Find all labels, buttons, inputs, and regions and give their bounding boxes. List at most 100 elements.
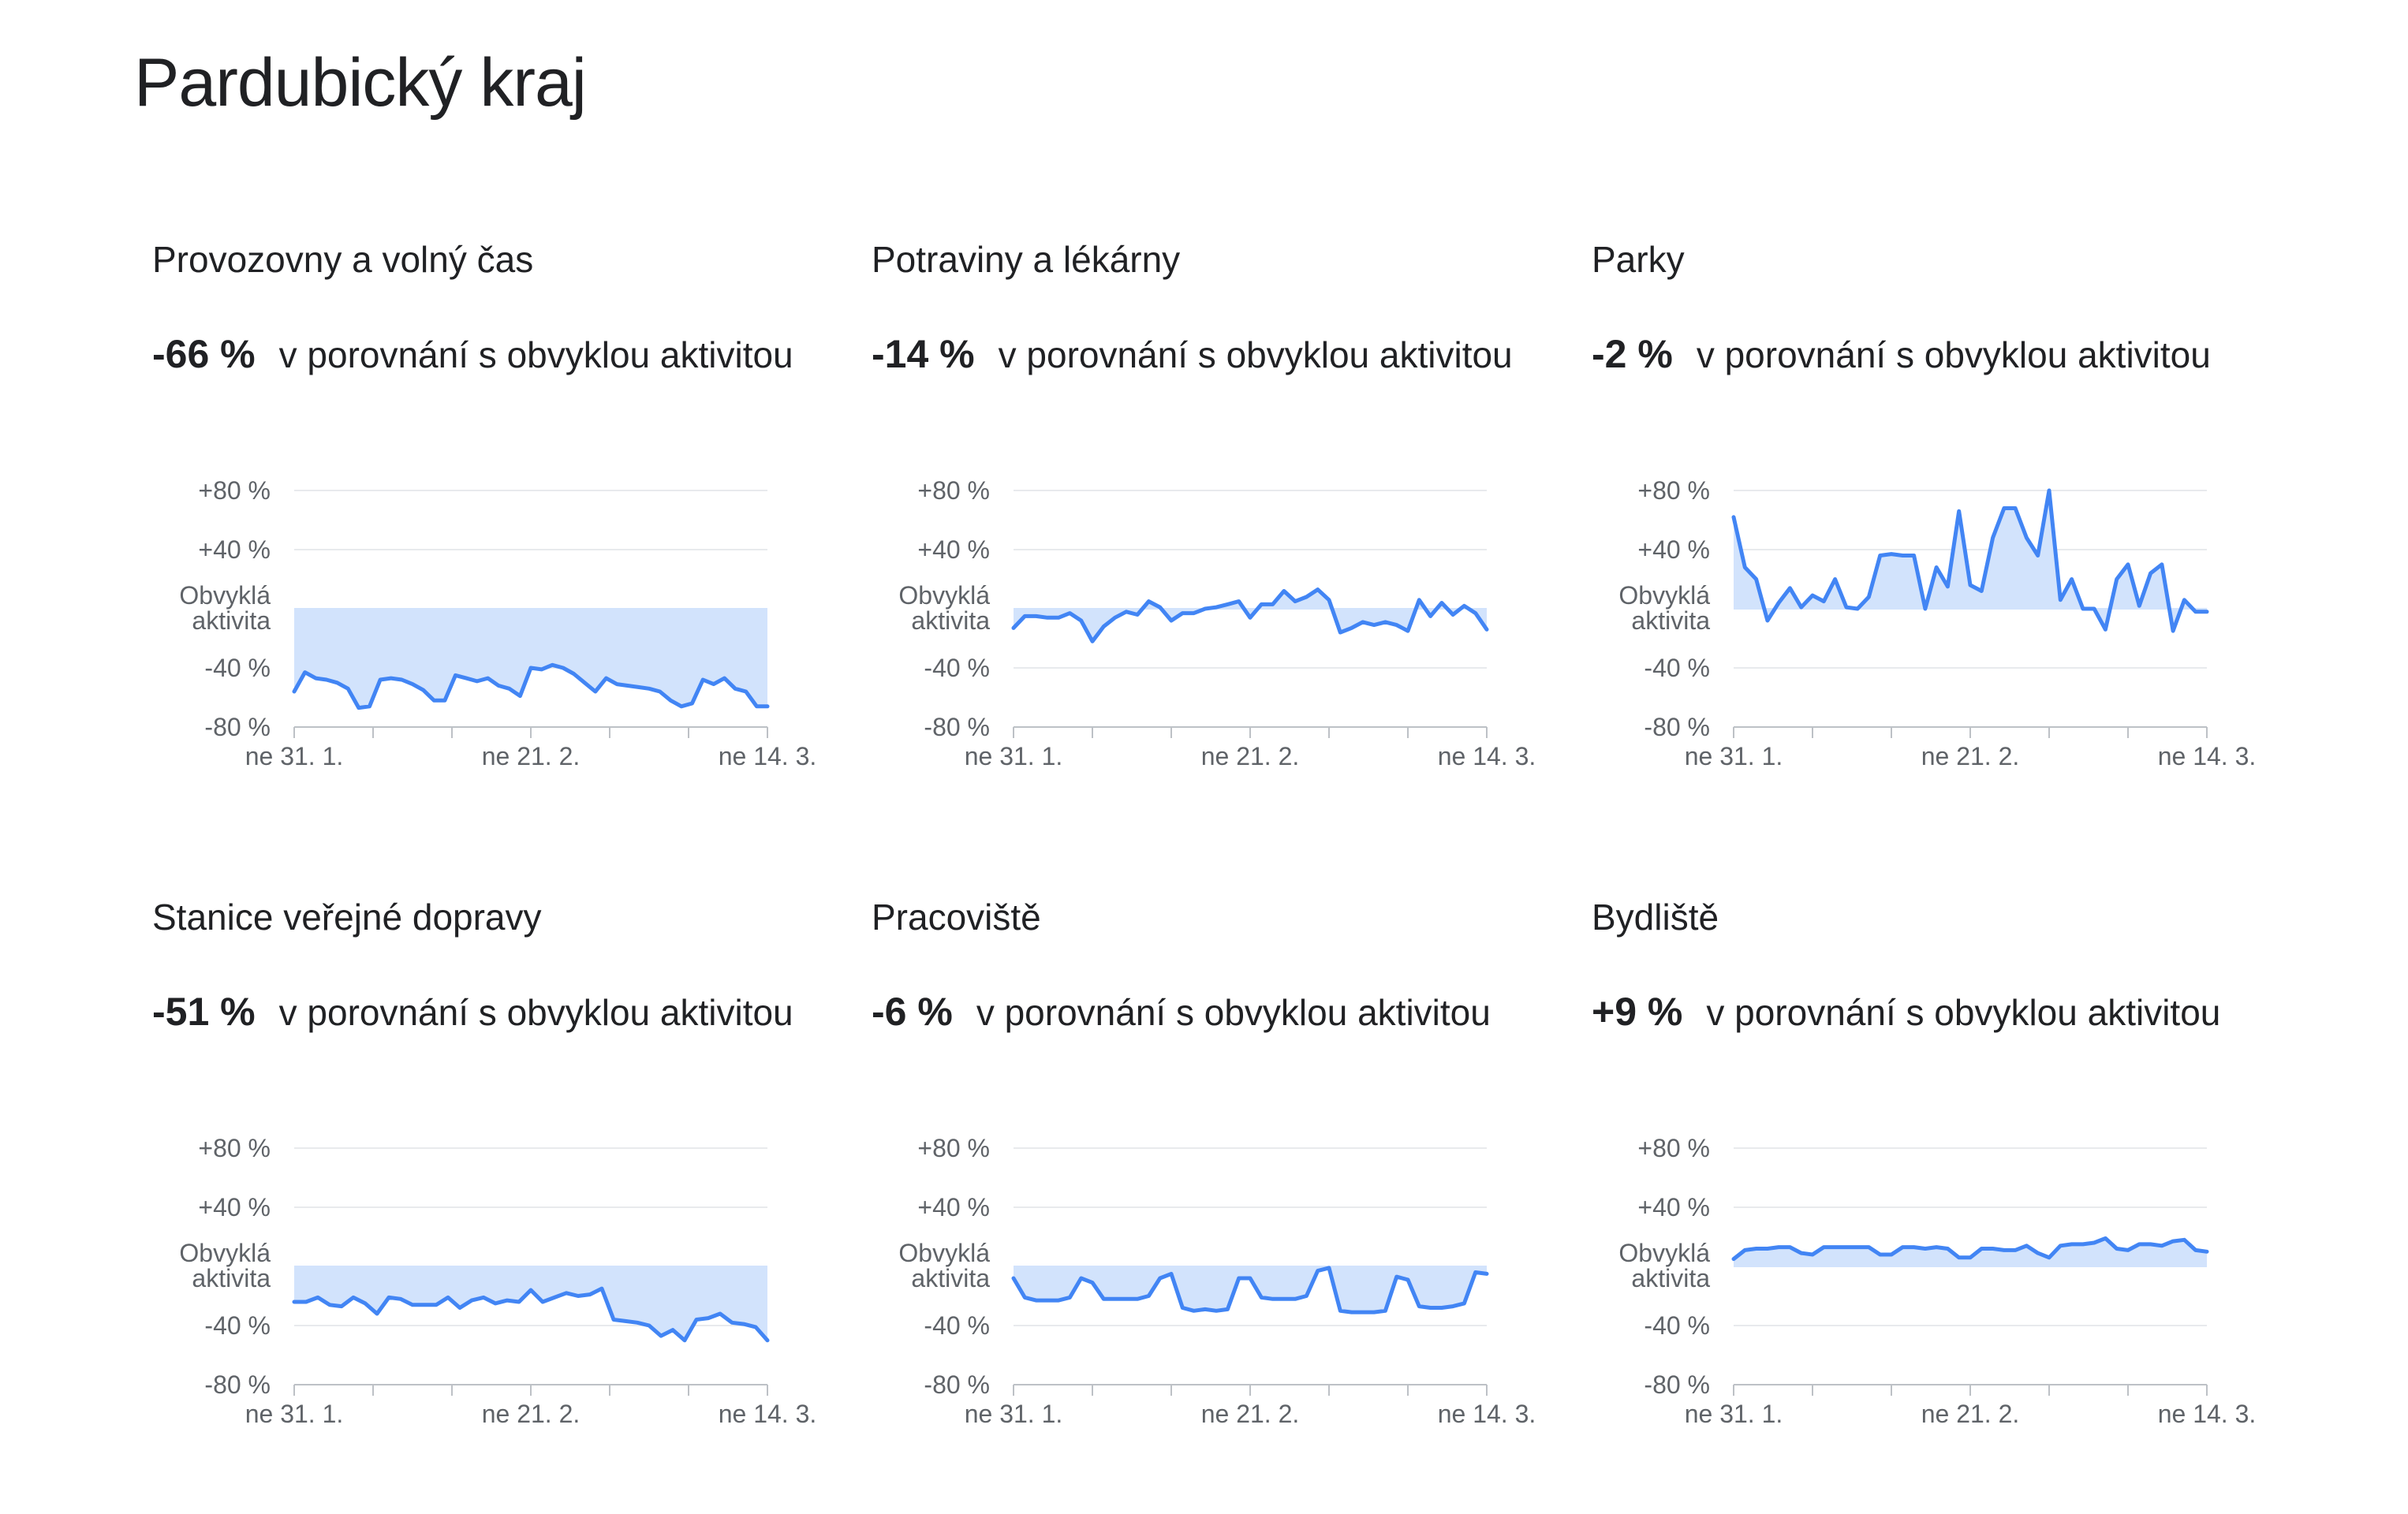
x-tick-label: ne 14. 3. (2158, 742, 2257, 770)
percent-change: -66 % (152, 332, 256, 376)
series-line (1731, 488, 2209, 633)
y-tick-label: Obvyklá (179, 1239, 271, 1267)
x-tick-label: ne 31. 1. (965, 1400, 1063, 1428)
x-tick-label: ne 21. 2. (1921, 1400, 2020, 1428)
y-tick-label: +40 % (198, 1193, 271, 1221)
percent-change: -51 % (152, 990, 256, 1034)
y-tick-label: -80 % (924, 713, 990, 741)
percent-change: -2 % (1592, 332, 1673, 376)
comparison-text: v porovnání s obvyklou aktivitou (278, 334, 793, 375)
comparison-text: v porovnání s obvyklou aktivitou (278, 992, 793, 1033)
y-tick-label: +40 % (1637, 535, 1710, 564)
x-tick-label: ne 31. 1. (1685, 1400, 1783, 1428)
stat-line: +9 % v porovnání s obvyklou aktivitou (1592, 989, 2220, 1035)
stat-line: -66 % v porovnání s obvyklou aktivitou (152, 331, 793, 377)
percent-change: -6 % (872, 990, 953, 1034)
y-tick-label: -80 % (1644, 1370, 1710, 1399)
y-tick-label: +40 % (917, 535, 990, 564)
x-tick-label: ne 14. 3. (1438, 742, 1536, 770)
y-tick-label: +80 % (917, 476, 990, 505)
panel-workplaces: Pracoviště -6 % v porovnání s obvyklou ak… (872, 896, 1581, 1495)
percent-change: -14 % (872, 332, 975, 376)
comparison-text: v porovnání s obvyklou aktivitou (998, 334, 1513, 375)
panel-grocery-pharmacy: Potraviny a lékárny -14 % v porovnání s o… (872, 238, 1581, 837)
stat-line: -2 % v porovnání s obvyklou aktivitou (1592, 331, 2211, 377)
category-title: Provozovny a volný čas (152, 239, 534, 280)
category-title: Parky (1592, 239, 1685, 280)
category-title: Pracoviště (872, 897, 1041, 938)
comparison-text: v porovnání s obvyklou aktivitou (1696, 334, 2211, 375)
x-tick-label: ne 21. 2. (1921, 742, 2020, 770)
x-tick-label: ne 21. 2. (482, 742, 581, 770)
series-line (292, 662, 770, 710)
comparison-text: v porovnání s obvyklou aktivitou (976, 992, 1491, 1033)
panel-retail-recreation: Provozovny a volný čas -66 % v porovnání … (152, 238, 862, 837)
x-tick-label: ne 14. 3. (719, 1400, 817, 1428)
y-tick-label: Obvyklá (1618, 1239, 1710, 1267)
y-tick-label: +80 % (917, 1134, 990, 1162)
category-title: Stanice veřejné dopravy (152, 897, 542, 938)
y-tick-label: +40 % (1637, 1193, 1710, 1221)
y-tick-label: aktivita (911, 1264, 990, 1292)
stat-line: -6 % v porovnání s obvyklou aktivitou (872, 989, 1491, 1035)
x-tick-label: ne 21. 2. (1201, 1400, 1300, 1428)
y-tick-label: -40 % (1644, 654, 1710, 682)
x-tick-label: ne 14. 3. (2158, 1400, 2257, 1428)
y-tick-label: Obvyklá (898, 581, 990, 610)
y-tick-label: aktivita (192, 606, 271, 635)
stat-line: -51 % v porovnání s obvyklou aktivitou (152, 989, 793, 1035)
y-tick-label: -40 % (204, 1311, 271, 1340)
x-tick-label: ne 14. 3. (1438, 1400, 1536, 1428)
y-tick-label: +40 % (198, 535, 271, 564)
x-tick-label: ne 31. 1. (965, 742, 1063, 770)
series-line (292, 1286, 770, 1343)
comparison-text: v porovnání s obvyklou aktivitou (1706, 992, 2221, 1033)
baseline-area (1734, 490, 2207, 632)
y-tick-label: aktivita (911, 606, 990, 635)
y-tick-label: -40 % (924, 654, 990, 682)
percent-change: +9 % (1592, 990, 1683, 1034)
y-tick-label: aktivita (1631, 1264, 1710, 1292)
x-tick-label: ne 21. 2. (1201, 742, 1300, 770)
x-tick-label: ne 31. 1. (1685, 742, 1783, 770)
panel-parks: Parky -2 % v porovnání s obvyklou aktivit… (1592, 238, 2302, 837)
baseline-area (294, 1266, 767, 1341)
y-tick-label: -40 % (924, 1311, 990, 1340)
panel-residential: Bydliště +9 % v porovnání s obvyklou akti… (1592, 896, 2302, 1495)
category-title: Potraviny a lékárny (872, 239, 1181, 280)
x-tick-label: ne 21. 2. (482, 1400, 581, 1428)
y-tick-label: aktivita (1631, 606, 1710, 635)
y-tick-label: -80 % (204, 1370, 271, 1399)
x-tick-label: ne 31. 1. (245, 742, 344, 770)
y-tick-label: Obvyklá (179, 581, 271, 610)
x-tick-label: ne 14. 3. (719, 742, 817, 770)
y-tick-label: -40 % (1644, 1311, 1710, 1340)
y-tick-label: Obvyklá (1618, 581, 1710, 610)
y-tick-label: aktivita (192, 1264, 271, 1292)
category-title: Bydliště (1592, 897, 1719, 938)
y-tick-label: -80 % (924, 1370, 990, 1399)
y-tick-label: +80 % (1637, 1134, 1710, 1162)
y-tick-label: Obvyklá (898, 1239, 990, 1267)
series-line (1011, 1266, 1489, 1314)
y-tick-label: +80 % (1637, 476, 1710, 505)
y-tick-label: -80 % (1644, 713, 1710, 741)
panel-transit-stations: Stanice veřejné dopravy -51 % v porovnání… (152, 896, 862, 1495)
series-line (1011, 587, 1489, 643)
y-tick-label: -80 % (204, 713, 271, 741)
page-title: Pardubický kraj (134, 45, 587, 121)
baseline-area (1014, 1266, 1487, 1313)
y-tick-label: +80 % (198, 476, 271, 505)
series-line (1731, 1236, 2209, 1262)
x-tick-label: ne 31. 1. (245, 1400, 344, 1428)
y-tick-label: -40 % (204, 654, 271, 682)
y-tick-label: +40 % (917, 1193, 990, 1221)
y-tick-label: +80 % (198, 1134, 271, 1162)
stat-line: -14 % v porovnání s obvyklou aktivitou (872, 331, 1513, 377)
